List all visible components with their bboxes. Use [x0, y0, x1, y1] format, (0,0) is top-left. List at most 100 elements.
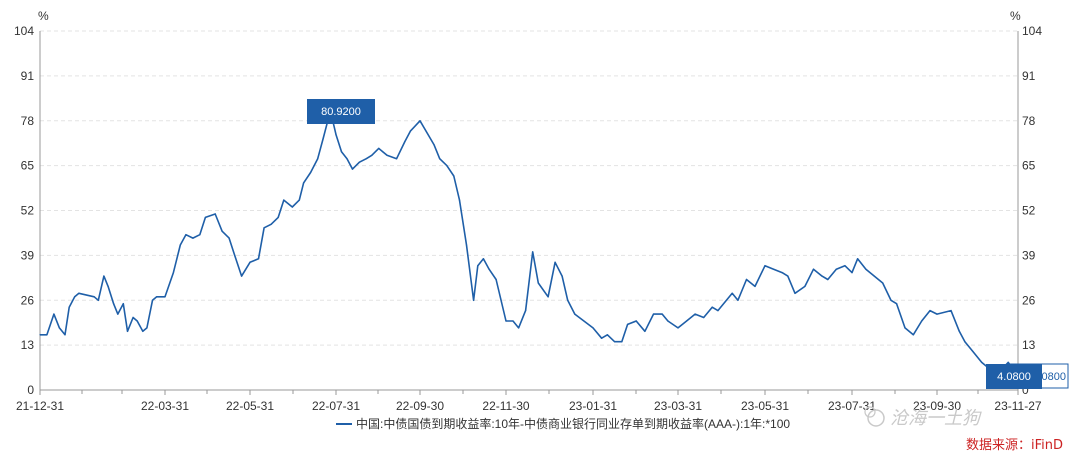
y-tick-label-left: 39	[21, 248, 35, 262]
data-point	[122, 303, 124, 305]
data-point	[904, 327, 906, 329]
data-point	[199, 234, 201, 236]
y-tick-label-left: 65	[21, 159, 35, 173]
data-point	[731, 292, 733, 294]
data-point	[936, 313, 938, 315]
data-point	[561, 275, 563, 277]
data-point	[661, 313, 663, 315]
data-point	[142, 330, 144, 332]
data-point	[446, 165, 448, 167]
data-point	[821, 275, 823, 277]
x-tick-label: 22-07-31	[312, 399, 360, 413]
data-point	[827, 278, 829, 281]
data-point	[745, 278, 748, 281]
x-tick-label: 22-11-30	[482, 399, 529, 413]
data-point	[574, 313, 576, 315]
data-point	[97, 299, 99, 301]
y-tick-label-right: 26	[1022, 293, 1036, 307]
data-point	[592, 327, 594, 329]
x-tick-label: 22-05-31	[226, 399, 274, 413]
data-point	[322, 137, 324, 139]
right-unit-label: %	[1010, 9, 1021, 23]
legend-label: 中国:中债国债到期收益率:10年-中债商业银行同业存单到期收益率(AAA-):1…	[356, 416, 790, 431]
data-point	[703, 316, 705, 319]
data-point	[717, 310, 719, 312]
data-point	[686, 320, 688, 322]
data-point	[525, 310, 527, 312]
right-y-axis: 0 13 26 39 52 65 78 91 104	[1022, 24, 1042, 397]
data-point	[694, 313, 696, 315]
data-point	[495, 278, 497, 281]
series-layer	[39, 109, 1019, 377]
data-point	[53, 313, 55, 315]
data-point	[74, 296, 76, 298]
last-value-callout: 4.0800	[986, 364, 1042, 389]
data-point	[812, 268, 815, 270]
data-point	[635, 320, 637, 322]
left-y-axis: 0 13 26 39 52 65 78 91 104	[14, 24, 34, 397]
x-tick-label: 22-09-30	[396, 399, 444, 413]
data-point	[488, 268, 490, 270]
data-point	[46, 334, 48, 336]
data-point	[794, 292, 796, 294]
data-point	[787, 275, 789, 277]
data-point	[958, 330, 960, 332]
data-point	[185, 234, 187, 236]
data-point	[677, 327, 679, 329]
y-tick-label-left: 52	[21, 204, 35, 218]
y-tick-label-left: 26	[21, 293, 35, 307]
watermark: 沧海一土狗	[864, 406, 982, 429]
data-point	[136, 320, 138, 322]
data-point	[409, 130, 411, 132]
data-point	[458, 199, 461, 201]
data-point	[781, 272, 783, 274]
data-point	[214, 213, 216, 215]
data-point	[477, 265, 479, 267]
data-point	[164, 296, 166, 298]
data-point	[257, 258, 260, 260]
y-tick-label-right: 52	[1022, 204, 1036, 218]
x-tick-label: 23-05-31	[741, 399, 789, 413]
watermark-text: 沧海一土狗	[890, 408, 982, 429]
data-point	[249, 261, 251, 263]
data-point	[132, 316, 134, 319]
data-point	[103, 275, 105, 277]
grid-lines	[39, 30, 1019, 391]
data-point	[851, 272, 853, 274]
data-point	[964, 341, 966, 343]
data-point	[93, 296, 95, 298]
data-point	[482, 258, 484, 260]
data-point	[453, 175, 455, 177]
data-point	[419, 120, 421, 122]
data-point	[234, 254, 236, 256]
data-point	[865, 268, 867, 270]
data-point	[58, 327, 61, 329]
y-tick-label-right: 13	[1022, 338, 1036, 352]
data-point	[263, 227, 265, 229]
y-tick-label-right: 0	[1022, 383, 1029, 397]
x-tick-label: 23-07-31	[828, 399, 876, 413]
data-point	[277, 216, 279, 218]
data-point	[117, 313, 119, 315]
data-point	[439, 158, 441, 160]
x-tick-label: 23-01-31	[569, 399, 617, 413]
data-point	[890, 299, 892, 301]
data-point	[396, 158, 398, 160]
data-point	[358, 161, 360, 163]
data-point	[567, 299, 569, 301]
data-point	[221, 230, 223, 232]
data-point	[512, 320, 514, 322]
data-point	[64, 334, 66, 336]
data-point	[310, 171, 312, 174]
data-point	[882, 282, 884, 284]
data-point	[204, 216, 206, 218]
data-point	[228, 237, 230, 239]
y-tick-label-left: 91	[21, 69, 35, 83]
data-point	[711, 306, 713, 308]
data-point	[107, 285, 109, 287]
data-point	[844, 265, 846, 267]
last-value-callout-box	[986, 364, 1042, 389]
right-edge-callout-label: .0800	[1038, 371, 1066, 383]
data-point	[351, 168, 354, 170]
